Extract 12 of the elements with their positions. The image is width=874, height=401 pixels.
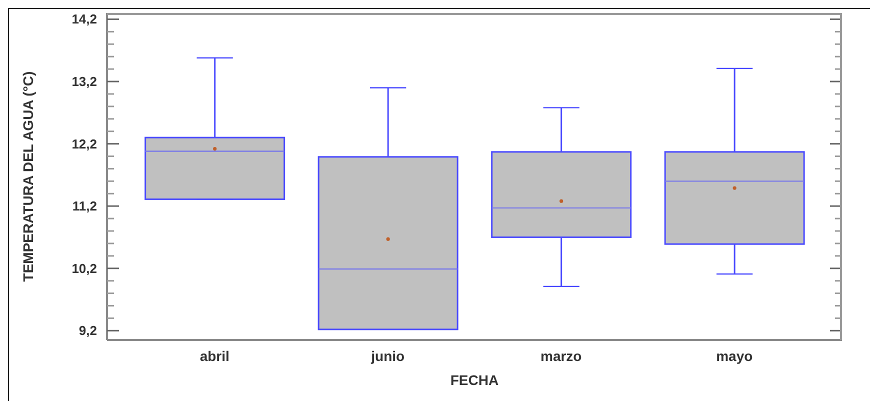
x-axis-title: FECHA xyxy=(450,372,499,388)
x-tick-label: junio xyxy=(370,348,405,364)
y-tick-label: 9,2 xyxy=(78,323,97,338)
y-tick-label: 12,2 xyxy=(72,136,97,152)
x-tick-label: mayo xyxy=(716,348,753,364)
x-tick-label: abril xyxy=(200,348,230,364)
y-axis-title: TEMPERATURA DEL AGUA (°C) xyxy=(20,71,36,282)
y-tick-label: 11,2 xyxy=(72,198,97,214)
y-tick-label: 14,2 xyxy=(72,12,97,27)
y-tick-label: 13,2 xyxy=(72,74,97,90)
x-tick-label: marzo xyxy=(540,348,582,364)
y-tick-label: 10,2 xyxy=(72,260,97,276)
